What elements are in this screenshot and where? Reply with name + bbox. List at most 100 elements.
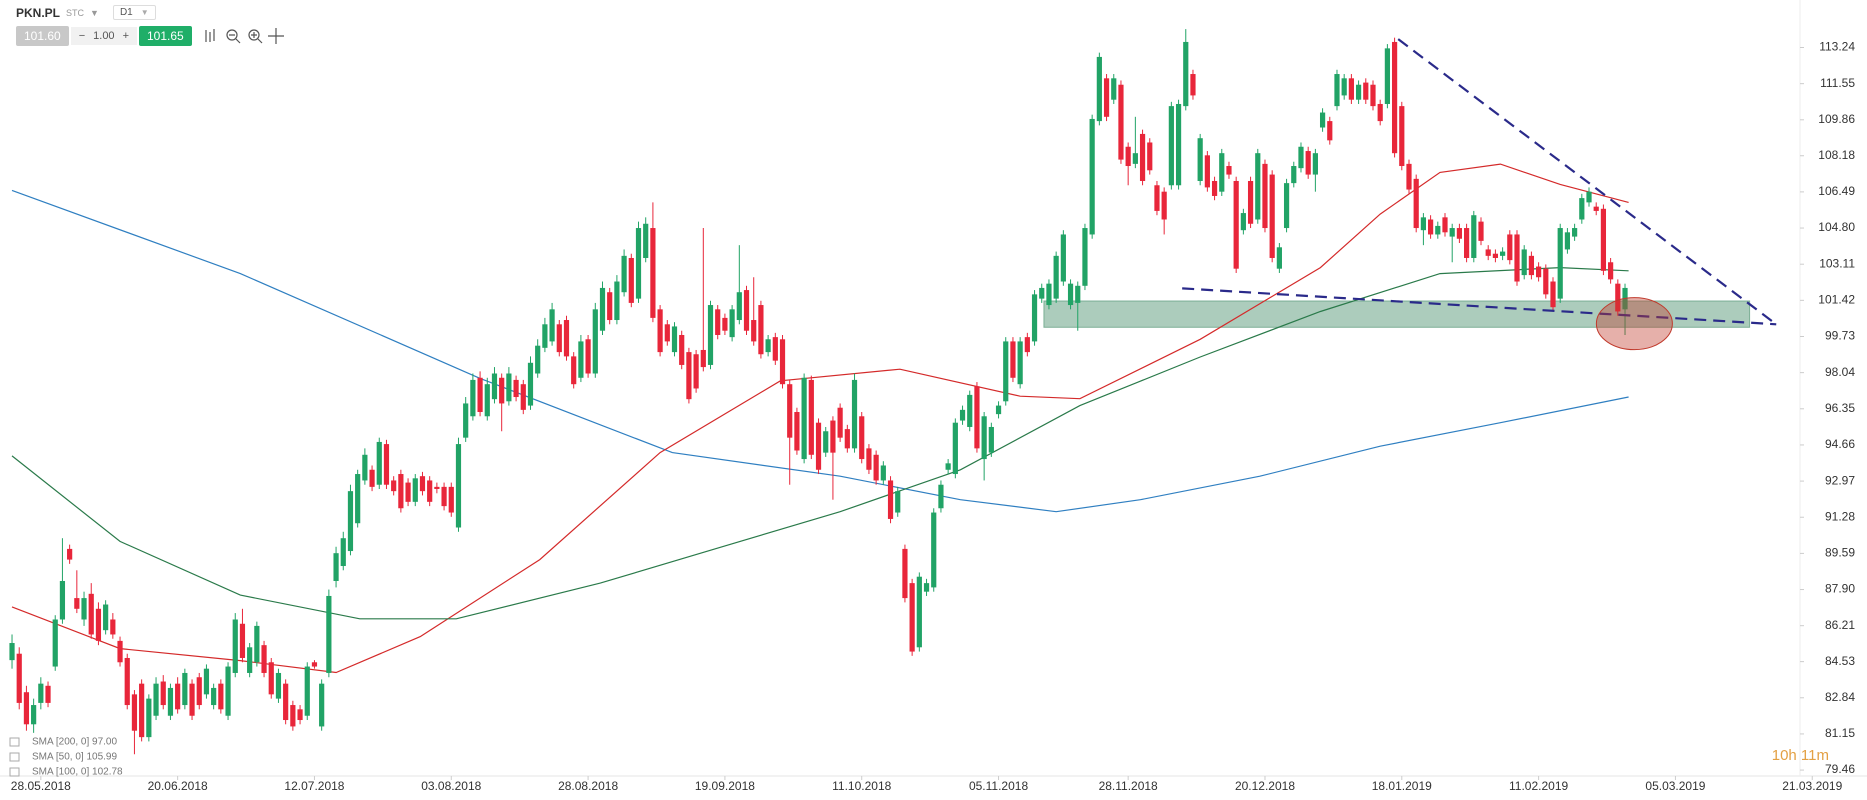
x-tick-label: 05.03.2019 bbox=[1645, 779, 1705, 793]
candle-body bbox=[967, 394, 973, 427]
candle-body bbox=[563, 320, 570, 357]
trendline bbox=[1182, 287, 1777, 326]
y-tick-label: 99.73 bbox=[1825, 329, 1855, 343]
candle-body bbox=[506, 373, 512, 402]
candle-body bbox=[88, 593, 94, 635]
candle-body bbox=[311, 662, 318, 667]
candle-body bbox=[621, 255, 627, 293]
candle-body bbox=[880, 465, 886, 481]
y-tick-label: 79.46 bbox=[1825, 762, 1855, 776]
candle-body bbox=[383, 444, 390, 485]
candle-body bbox=[275, 672, 282, 699]
candle-body bbox=[952, 422, 958, 475]
candle-body bbox=[1190, 74, 1196, 96]
candle-body bbox=[1427, 219, 1434, 235]
candle-body bbox=[722, 317, 728, 331]
candle-body bbox=[283, 683, 289, 721]
candle-body bbox=[369, 469, 375, 487]
candle-body bbox=[1528, 255, 1535, 276]
candle-body bbox=[1521, 249, 1527, 276]
candle-body bbox=[268, 662, 274, 695]
candle-body bbox=[1262, 163, 1268, 229]
ask-button[interactable]: 101.65 bbox=[139, 26, 192, 46]
candle-body bbox=[1175, 103, 1182, 186]
minus[interactable]: − bbox=[78, 30, 86, 42]
candle-body bbox=[1298, 146, 1304, 169]
candle-body bbox=[1319, 112, 1326, 128]
volume-input[interactable]: −1.00 + bbox=[70, 27, 137, 45]
crosshair-icon[interactable] bbox=[267, 28, 284, 44]
y-tick-label: 103.11 bbox=[1819, 256, 1855, 270]
caret: ▼ bbox=[90, 7, 99, 18]
sma-line bbox=[11, 163, 1629, 674]
interval: D1 bbox=[119, 7, 133, 18]
x-tick-label: 12.07.2018 bbox=[284, 779, 344, 793]
candle-body bbox=[1183, 41, 1189, 107]
candle-body bbox=[585, 339, 591, 374]
zoom-in-icon[interactable] bbox=[248, 29, 260, 41]
candle-body bbox=[59, 580, 66, 620]
market-select[interactable]: STC ▼ bbox=[66, 8, 99, 18]
candle-body bbox=[153, 683, 159, 716]
candle-body bbox=[218, 683, 224, 710]
volume: 1.00 bbox=[93, 30, 115, 42]
candle-body bbox=[1291, 166, 1297, 184]
candle-body bbox=[578, 341, 584, 378]
candle-body bbox=[1377, 103, 1383, 122]
candle-body bbox=[1283, 183, 1290, 229]
candle-body bbox=[499, 377, 505, 404]
y-tick-label: 94.66 bbox=[1825, 437, 1855, 451]
candle-body bbox=[391, 480, 397, 492]
candle-body bbox=[427, 480, 433, 502]
candle-body bbox=[851, 379, 858, 449]
candle-body bbox=[1139, 133, 1146, 181]
zoom-out-icon[interactable] bbox=[226, 29, 238, 41]
y-tick-label: 109.86 bbox=[1818, 112, 1855, 126]
candle-body bbox=[211, 687, 217, 706]
candle-body bbox=[441, 486, 447, 507]
y-tick-label: 96.35 bbox=[1825, 401, 1855, 415]
candle-body bbox=[1269, 174, 1275, 258]
candle-body bbox=[895, 491, 901, 513]
candle-body bbox=[1507, 234, 1513, 261]
candle-body bbox=[700, 349, 706, 368]
candle-body bbox=[110, 619, 116, 635]
symbol[interactable]: PKN.PL bbox=[16, 5, 61, 20]
candle-body bbox=[635, 228, 642, 299]
candle-body bbox=[45, 685, 51, 703]
candle-body bbox=[1147, 142, 1153, 171]
candle-body bbox=[1082, 228, 1088, 286]
candle-body bbox=[923, 583, 930, 592]
candle-body bbox=[715, 309, 721, 335]
interval-select[interactable]: D1 ▼ bbox=[112, 5, 156, 20]
y-tick-label: 84.53 bbox=[1825, 654, 1855, 668]
candle-body bbox=[470, 379, 476, 417]
plus[interactable]: + bbox=[122, 30, 129, 42]
candle-body bbox=[74, 598, 80, 609]
candle-body bbox=[1204, 155, 1210, 188]
candle-body bbox=[520, 384, 526, 410]
candle-body bbox=[1233, 180, 1239, 269]
candle-body bbox=[362, 454, 368, 481]
chart-type-icon[interactable] bbox=[205, 29, 215, 42]
candle-body bbox=[340, 538, 346, 567]
candle-body bbox=[772, 337, 778, 361]
candle-body bbox=[736, 292, 742, 321]
candle-body bbox=[859, 416, 865, 460]
candle-body bbox=[398, 474, 404, 509]
candle-body bbox=[1586, 191, 1592, 203]
candle-body bbox=[455, 444, 462, 528]
candle-body bbox=[117, 640, 123, 663]
trendline bbox=[1397, 38, 1777, 326]
bid-button[interactable]: 101.60 bbox=[16, 26, 69, 46]
candle-body bbox=[801, 377, 807, 460]
candle-body bbox=[787, 384, 793, 438]
candle-body bbox=[9, 643, 15, 661]
candle-body bbox=[304, 666, 310, 716]
candle-body bbox=[513, 379, 519, 398]
x-tick-label: 03.08.2018 bbox=[421, 779, 481, 793]
candle-body bbox=[1608, 262, 1614, 280]
candle-body bbox=[1247, 180, 1254, 224]
